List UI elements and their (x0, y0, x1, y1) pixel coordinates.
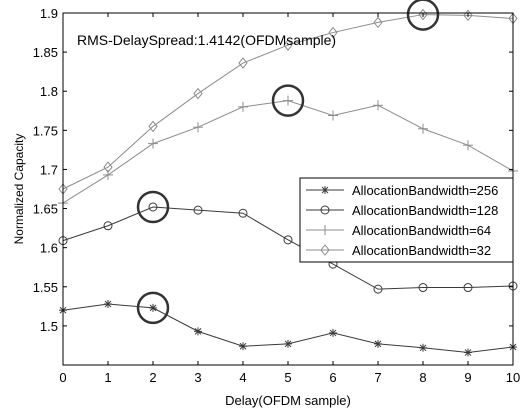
data-point (373, 284, 383, 294)
y-tick-label: 1.55 (33, 280, 58, 295)
data-point (284, 339, 292, 348)
data-point (104, 299, 112, 308)
chart-annotation: RMS-DelaySpread:1.4142(OFDMsample) (77, 32, 336, 48)
plot-marks (58, 0, 518, 357)
x-tick-label: 5 (284, 370, 291, 385)
x-tick-label: 8 (419, 370, 426, 385)
x-tick-label: 4 (239, 370, 246, 385)
x-tick-label: 1 (104, 370, 111, 385)
highlight-circle (406, 0, 440, 31)
data-point (103, 161, 113, 173)
data-point (418, 283, 428, 293)
y-tick-label: 1.6 (40, 241, 58, 256)
x-tick-label: 2 (149, 370, 156, 385)
y-tick-label: 1.7 (40, 162, 58, 177)
legend: AllocationBandwidth=256 AllocationBandwid… (299, 177, 514, 263)
legend-marker (320, 225, 330, 235)
highlight-circle (271, 84, 305, 117)
legend-box (299, 177, 514, 263)
data-point (238, 208, 248, 218)
data-point (419, 343, 427, 352)
x-tick-label: 3 (194, 370, 201, 385)
data-point (238, 101, 248, 112)
x-tick-label: 0 (59, 370, 66, 385)
data-point (373, 16, 383, 29)
data-point (239, 342, 247, 351)
highlight-circle (136, 291, 170, 325)
legend-marker (320, 244, 330, 256)
data-point (463, 140, 473, 151)
data-point (194, 327, 202, 336)
y-tick-label: 1.65 (33, 202, 58, 217)
data-point (373, 100, 383, 111)
data-point (464, 348, 472, 357)
data-point (283, 235, 293, 245)
data-point (193, 87, 203, 100)
data-point (103, 221, 113, 231)
legend-label: AllocationBandwidth=256 (352, 183, 498, 198)
data-point (283, 95, 293, 106)
data-point (463, 9, 473, 22)
data-point (328, 26, 338, 39)
legend-marker (320, 205, 330, 215)
legend-label: AllocationBandwidth=64 (352, 223, 491, 238)
data-point (193, 205, 203, 215)
y-tick-label: 1.5 (40, 319, 58, 334)
legend-item-allocationbandwidth-128: AllocationBandwidth=128 (306, 203, 498, 218)
data-point (418, 123, 428, 134)
data-point (238, 57, 248, 69)
data-point (329, 328, 337, 337)
x-tick-label: 6 (329, 370, 336, 385)
y-tick-label: 1.8 (40, 84, 58, 99)
x-tick-label: 10 (506, 370, 520, 385)
y-tick-label: 1.75 (33, 123, 58, 138)
data-point (463, 283, 473, 293)
legend-label: AllocationBandwidth=128 (352, 203, 498, 218)
data-point (193, 122, 203, 133)
series-allocationbandwidth-256 (59, 299, 517, 357)
x-axis-label: Delay(OFDM sample) (225, 393, 351, 408)
legend-marker (321, 186, 329, 194)
legend-item-allocationbandwidth-256: AllocationBandwidth=256 (306, 183, 498, 198)
data-point (328, 110, 338, 121)
y-tick-label: 1.9 (40, 6, 58, 21)
data-point (148, 138, 158, 149)
y-axis-label: Normalized Capacity (12, 134, 26, 245)
legend-item-allocationbandwidth-32: AllocationBandwidth=32 (306, 243, 491, 258)
y-tick-label: 1.85 (33, 45, 58, 60)
x-tick-label: 9 (464, 370, 471, 385)
legend-item-allocationbandwidth-64: AllocationBandwidth=64 (306, 223, 491, 238)
series-line (62, 206, 514, 290)
data-point (283, 39, 293, 51)
legend-label: AllocationBandwidth=32 (352, 243, 491, 258)
data-point (374, 339, 382, 348)
data-point (149, 303, 157, 312)
data-point (148, 202, 158, 212)
highlight-circle (136, 190, 170, 224)
data-point (148, 120, 158, 133)
x-tick-label: 7 (374, 370, 381, 385)
